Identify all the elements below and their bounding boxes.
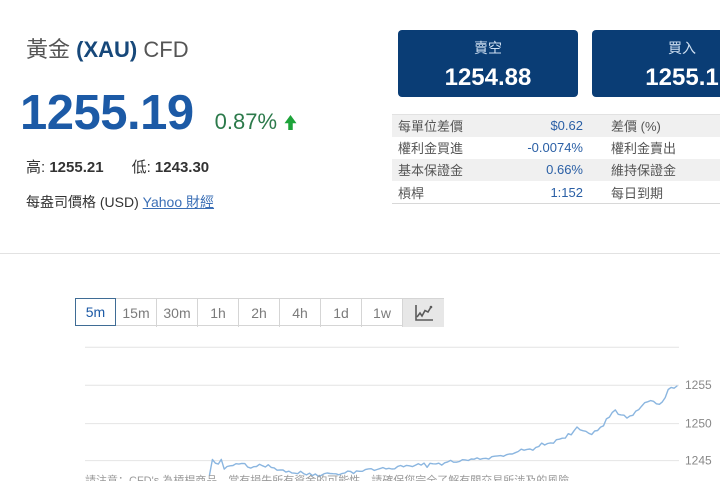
svg-text:1255: 1255 — [685, 378, 712, 392]
svg-text:1250: 1250 — [685, 417, 712, 431]
svg-text:1245: 1245 — [685, 454, 712, 468]
